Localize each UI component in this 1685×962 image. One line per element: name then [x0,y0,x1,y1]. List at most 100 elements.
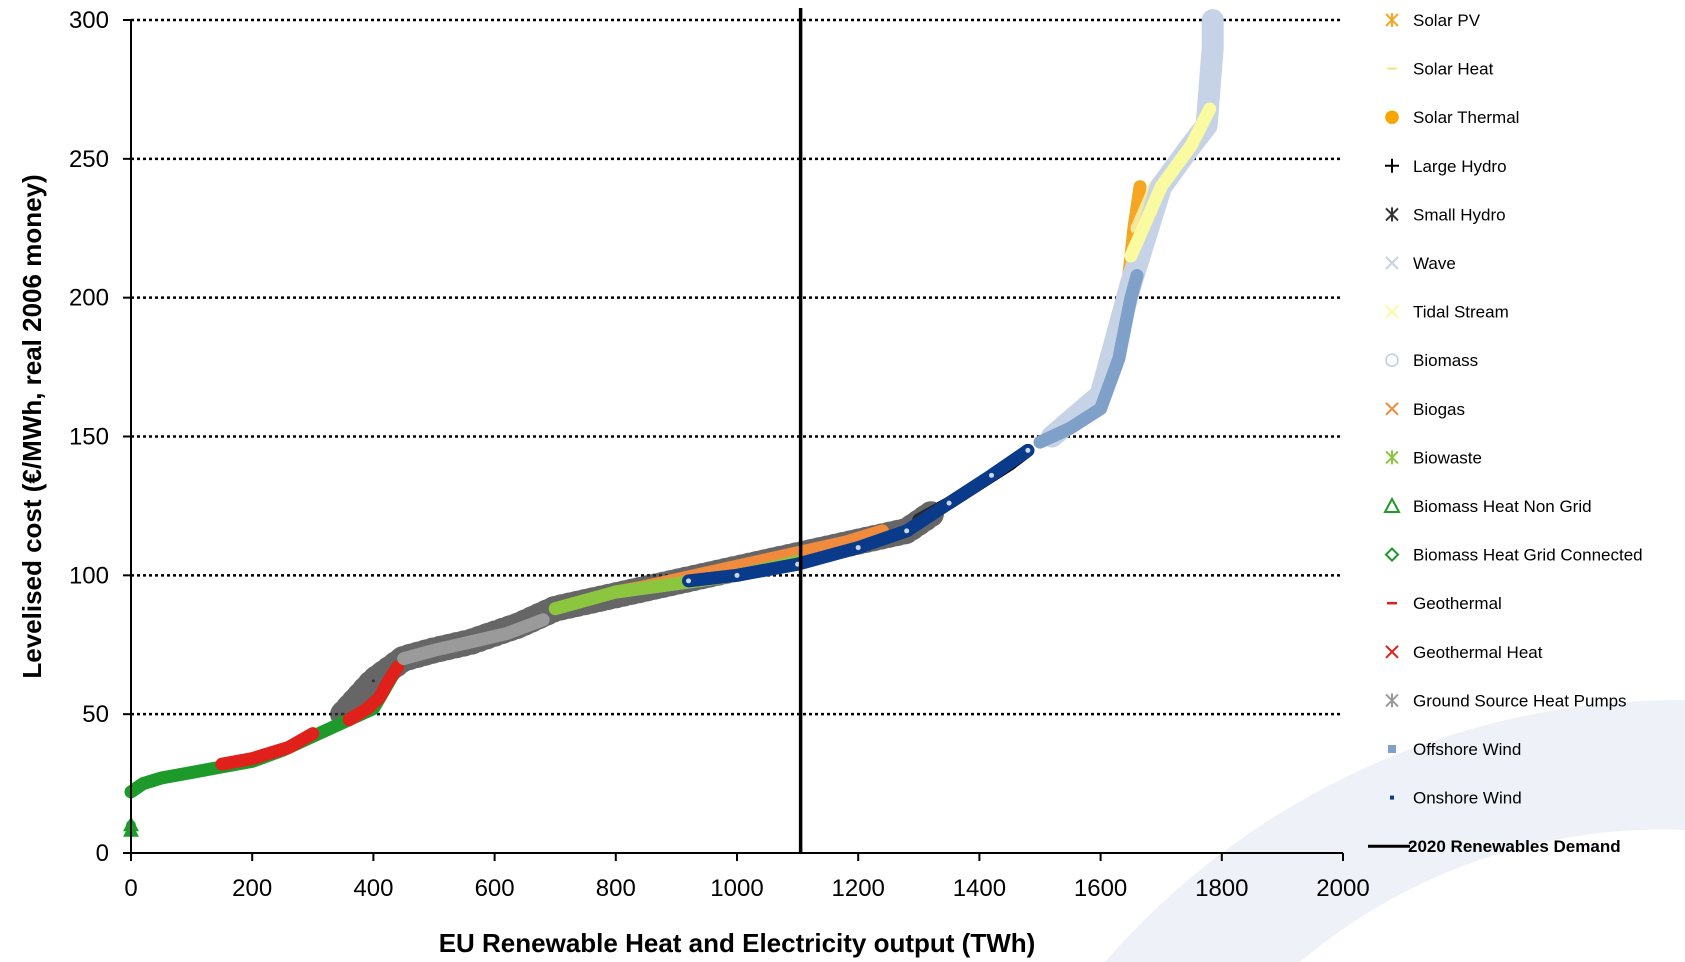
legend-item-geothermal: Geothermal [1387,594,1502,613]
legend-marker [1385,13,1399,27]
legend-label: Geothermal [1413,594,1502,613]
legend-label: Offshore Wind [1413,740,1521,759]
data-point [1208,107,1212,111]
legend-label: Biowaste [1413,448,1482,467]
x-tick-labels: 0 200 400 600 800 1000 1200 1400 1600 1800 2000 [124,875,1369,902]
data-point [1127,294,1134,301]
data-point [402,657,406,661]
x-tick-label: 1400 [953,875,1006,902]
x-tick-label: 800 [596,875,636,902]
data-point [287,745,291,749]
data-point [734,572,740,578]
y-axis-title: Levelised cost (€/MWh, real 2006 money) [17,174,47,678]
data-point [989,472,995,478]
legend-item-solar-thermal: Solar Thermal [1385,108,1519,127]
background-watermark-arc [1105,699,1685,962]
legend: Solar PV Solar Heat Solar Thermal Large Hyd… [1368,11,1643,856]
data-point [1133,272,1140,279]
data-point [553,607,557,611]
data-point [377,696,381,700]
data-point [844,540,848,544]
legend-item-tidal-stream: Tidal Stream [1385,303,1509,322]
data-point [432,648,436,652]
data-point [220,762,224,766]
legend-marker [1385,693,1399,708]
legend-item-solar-pv: Solar PV [1385,11,1481,30]
legend-label: Onshore Wind [1413,789,1522,808]
series-tidal-stream [1124,102,1217,263]
legend-item-large-hydro: Large Hydro [1385,157,1507,176]
legend-item-wave: Wave [1385,254,1456,273]
series-line [682,443,1035,588]
data-point [371,679,375,683]
legend-label: Ground Source Heat Pumps [1413,691,1627,710]
legend-marker [1390,795,1394,800]
legend-item-biomass-heat-non-grid: Biomass Heat Non Grid [1383,496,1592,516]
data-point [1097,405,1104,412]
data-point [686,578,692,584]
legend-label: Biomass [1413,351,1478,370]
x-tick-label: 400 [353,875,393,902]
legend-marker [1385,207,1399,222]
legend-label: 2020 Renewables Demand [1408,837,1621,856]
data-point [1159,185,1163,189]
legend-marker [1385,353,1399,367]
data-point [159,776,163,780]
y-tick-label: 300 [69,7,109,34]
gridlines [131,18,1343,716]
data-point [1190,143,1193,147]
series-line [1124,102,1217,263]
legend-item-solar-heat: Solar Heat [1387,60,1494,79]
x-tick-label: 1800 [1195,875,1248,902]
data-point [1115,355,1122,362]
legend-label: Biomass Heat Grid Connected [1413,546,1643,565]
y-tick-label: 150 [69,424,109,451]
data-point [387,679,391,683]
series-layer [123,9,1224,837]
legend-label: Biomass Heat Non Grid [1413,497,1592,516]
legend-marker [1385,110,1399,124]
data-point [311,732,315,736]
data-point [365,707,369,711]
legend-marker [1385,402,1399,416]
legend-label: Large Hydro [1413,157,1507,176]
legend-label: Tidal Stream [1413,303,1509,322]
legend-item-biomass: Biomass [1385,351,1478,370]
series-ground-source-heat-pumps [397,613,550,666]
x-axis-title: EU Renewable Heat and Electricity output… [439,928,1036,958]
legend-label: Solar Heat [1413,60,1494,79]
legend-item-biogas: Biogas [1385,400,1465,419]
y-tick-label: 100 [69,562,109,589]
data-point [795,561,801,567]
legend-marker [1383,496,1401,513]
legend-marker [1385,304,1399,319]
legend-item-biowaste: Biowaste [1385,448,1482,467]
data-point [347,718,351,722]
x-tick-label: 1600 [1074,875,1127,902]
legend-label: Biogas [1413,400,1465,419]
x-tick-label: 1000 [710,875,763,902]
data-point [614,590,618,594]
data-point [946,500,952,506]
legend-label: Solar PV [1413,11,1481,30]
data-point [141,782,145,786]
x-tick-label: 600 [475,875,515,902]
legend-item-biomass-heat-grid-connected: Biomass Heat Grid Connected [1384,546,1643,565]
legend-marker [1384,547,1400,563]
legend-item-geothermal-heat: Geothermal Heat [1385,643,1543,662]
y-tick-labels: 0 50 100 150 200 250 300 [69,7,109,867]
data-point [1211,46,1215,50]
data-point [1129,254,1133,258]
data-point [674,582,678,586]
legend-label: Wave [1413,254,1456,273]
data-point [1025,447,1031,453]
y-tick-label: 50 [82,701,109,728]
data-point [904,528,910,534]
data-point [1138,185,1142,189]
legend-item-offshore-wind: Offshore Wind [1388,740,1521,759]
series-geothermal-heat [342,660,405,727]
legend-marker [1385,645,1399,659]
series-line [1033,269,1144,449]
data-point [190,770,194,774]
